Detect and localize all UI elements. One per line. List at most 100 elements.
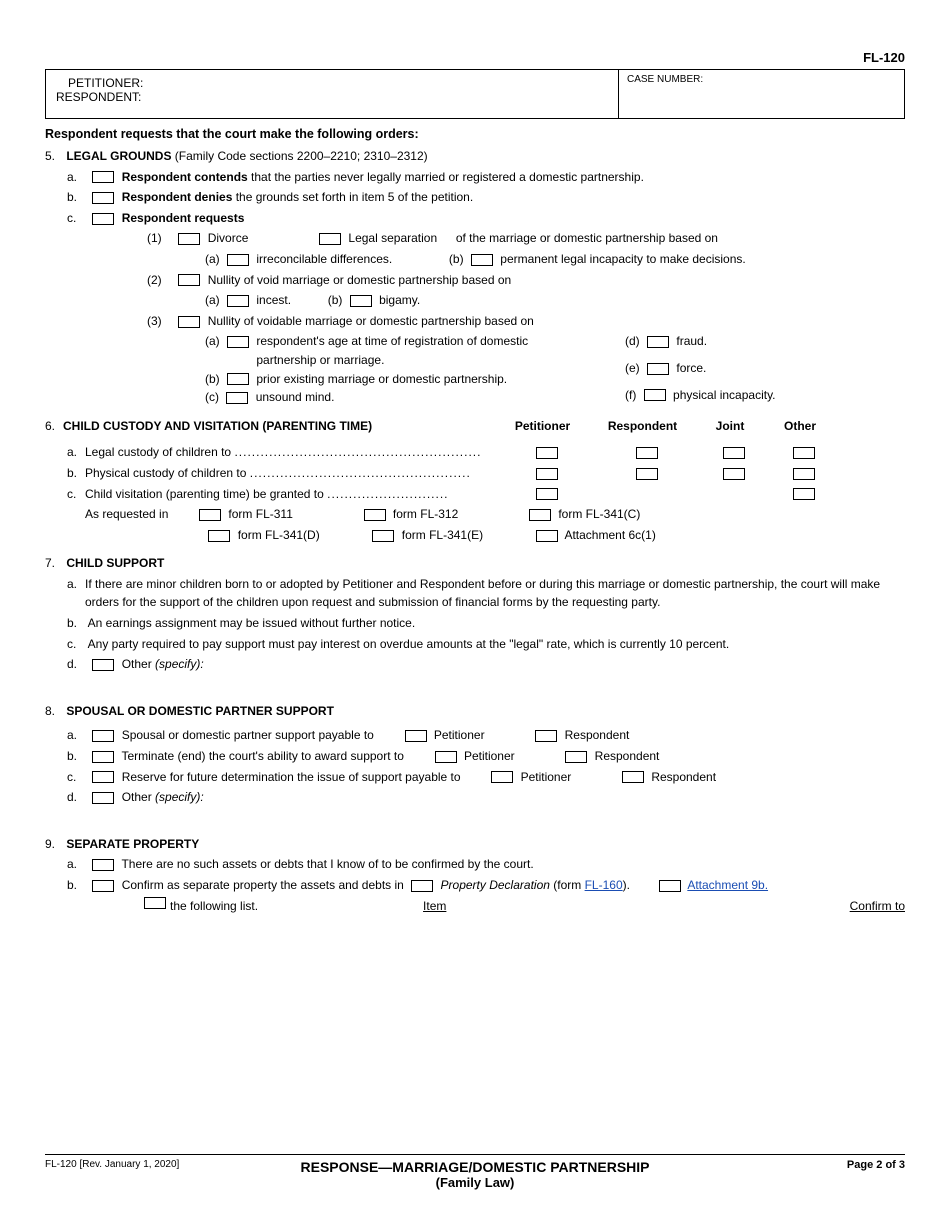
checkbox-5c1a[interactable] [227, 254, 249, 266]
footer-left: FL-120 [Rev. January 1, 2020] [45, 1159, 260, 1170]
respondent-label: RESPONDENT: [56, 90, 141, 104]
header-right: CASE NUMBER: [619, 70, 904, 118]
checkbox-8b[interactable] [92, 751, 114, 763]
checkbox-8a-pet[interactable] [405, 730, 427, 742]
checkbox-9b[interactable] [92, 880, 114, 892]
sec5-b-l: b. [67, 188, 85, 207]
sec8-c-text: Reserve for future determination the iss… [122, 770, 461, 784]
checkbox-8b-pet[interactable] [435, 751, 457, 763]
checkbox-5c[interactable] [92, 213, 114, 225]
checkbox-6c-pet[interactable] [536, 488, 558, 500]
sec6-col-pet: Petitioner [495, 417, 590, 436]
sec9-b-propdecl-italic: Property Declaration [441, 878, 550, 892]
checkbox-6b-resp[interactable] [636, 468, 658, 480]
checkbox-5c3e[interactable] [647, 363, 669, 375]
checkbox-6a-pet[interactable] [536, 447, 558, 459]
checkbox-fl341c[interactable] [529, 509, 551, 521]
checkbox-5c2a[interactable] [227, 295, 249, 307]
checkbox-8d[interactable] [92, 792, 114, 804]
checkbox-fl341e[interactable] [372, 530, 394, 542]
sec8-b-resp: Respondent [595, 749, 660, 763]
sec5-c2-b: (b) [328, 293, 343, 307]
checkbox-9b-propdecl[interactable] [411, 880, 433, 892]
sec5-b-rest: the grounds set forth in item 5 of the p… [232, 190, 473, 204]
checkbox-fl312[interactable] [364, 509, 386, 521]
sec5-c3-a-text: respondent's age at time of registration… [256, 332, 576, 369]
sec9-title: SEPARATE PROPERTY [66, 837, 199, 851]
footer-right: Page 2 of 3 [690, 1159, 905, 1171]
sec6-a-text: Legal custody of children to [85, 445, 234, 459]
sec5-c1-oftext: of the marriage or domestic partnership … [456, 231, 718, 245]
sec7-d-text: Other [122, 657, 155, 671]
sec5-c1-legalsep: Legal separation [348, 231, 437, 245]
sec6-col-joint: Joint [695, 417, 765, 436]
sec8-c-l: c. [67, 768, 85, 787]
sec7-a-l: a. [67, 575, 85, 612]
sec8-c-pet: Petitioner [521, 770, 572, 784]
checkbox-9b-following[interactable] [144, 897, 166, 909]
sec5-c3-e: (e) [625, 361, 640, 375]
checkbox-6b-pet[interactable] [536, 468, 558, 480]
checkbox-fl311[interactable] [199, 509, 221, 521]
sec8-a-l: a. [67, 726, 85, 745]
section-6: 6. CHILD CUSTODY AND VISITATION (PARENTI… [45, 417, 905, 545]
sec6-c-text: Child visitation (parenting time) be gra… [85, 487, 327, 501]
link-fl160[interactable]: FL-160 [585, 878, 623, 892]
checkbox-8b-resp[interactable] [565, 751, 587, 763]
checkbox-5c1-divorce[interactable] [178, 233, 200, 245]
sec5-c2-incest: incest. [256, 293, 291, 307]
checkbox-att6c1[interactable] [536, 530, 558, 542]
checkbox-fl341d[interactable] [208, 530, 230, 542]
checkbox-5b[interactable] [92, 192, 114, 204]
checkbox-5a[interactable] [92, 171, 114, 183]
sec6-b-l: b. [67, 464, 85, 483]
sec5-c2-text: Nullity of void marriage or domestic par… [208, 273, 511, 287]
case-number-label: CASE NUMBER: [627, 74, 703, 85]
checkbox-5c3d[interactable] [647, 336, 669, 348]
checkbox-8c[interactable] [92, 771, 114, 783]
sec6-c-dots: ............................ [327, 487, 448, 501]
checkbox-6b-joint[interactable] [723, 468, 745, 480]
intro-text: Respondent requests that the court make … [45, 127, 905, 141]
checkbox-6a-other[interactable] [793, 447, 815, 459]
checkbox-5c3[interactable] [178, 316, 200, 328]
header-left: PETITIONER: RESPONDENT: [46, 70, 619, 118]
checkbox-5c3b[interactable] [227, 373, 249, 385]
checkbox-6a-resp[interactable] [636, 447, 658, 459]
sec5-c1-perm: permanent legal incapacity to make decis… [500, 252, 745, 266]
sec8-num: 8. [45, 702, 63, 721]
checkbox-5c1-legalsep[interactable] [319, 233, 341, 245]
sec5-c1-divorce: Divorce [208, 231, 249, 245]
sec5-c3-a: (a) [205, 334, 220, 348]
sec5-num: 5. [45, 147, 63, 166]
checkbox-8c-resp[interactable] [622, 771, 644, 783]
sec5-c2-a: (a) [205, 293, 220, 307]
checkbox-8a[interactable] [92, 730, 114, 742]
checkbox-5c3c[interactable] [226, 392, 248, 404]
sec9-a-l: a. [67, 855, 85, 874]
link-att9b[interactable]: Attachment 9b. [687, 878, 768, 892]
sec8-d-italic: (specify): [155, 790, 204, 804]
sec8-b-text: Terminate (end) the court's ability to a… [121, 749, 403, 763]
checkbox-9a[interactable] [92, 859, 114, 871]
sec6-fl341e: form FL-341(E) [402, 528, 483, 542]
sec6-b-text: Physical custody of children to [85, 466, 250, 480]
sec5-c1-b: (b) [449, 252, 464, 266]
checkbox-6a-joint[interactable] [723, 447, 745, 459]
checkbox-5c3f[interactable] [644, 389, 666, 401]
sec8-a-text: Spousal or domestic partner support paya… [122, 728, 374, 742]
checkbox-5c2[interactable] [178, 274, 200, 286]
checkbox-5c2b[interactable] [350, 295, 372, 307]
checkbox-9b-att[interactable] [659, 880, 681, 892]
checkbox-5c3a[interactable] [227, 336, 249, 348]
sec5-c2-bigamy: bigamy. [379, 293, 420, 307]
sec9-b-confirmto: Confirm to [850, 897, 905, 916]
checkbox-8a-resp[interactable] [535, 730, 557, 742]
checkbox-7d[interactable] [92, 659, 114, 671]
checkbox-6c-other[interactable] [793, 488, 815, 500]
sec5-c3-d-text: fraud. [676, 334, 707, 348]
checkbox-6b-other[interactable] [793, 468, 815, 480]
checkbox-5c1b[interactable] [471, 254, 493, 266]
checkbox-8c-pet[interactable] [491, 771, 513, 783]
sec5-b-bold: Respondent denies [122, 190, 233, 204]
